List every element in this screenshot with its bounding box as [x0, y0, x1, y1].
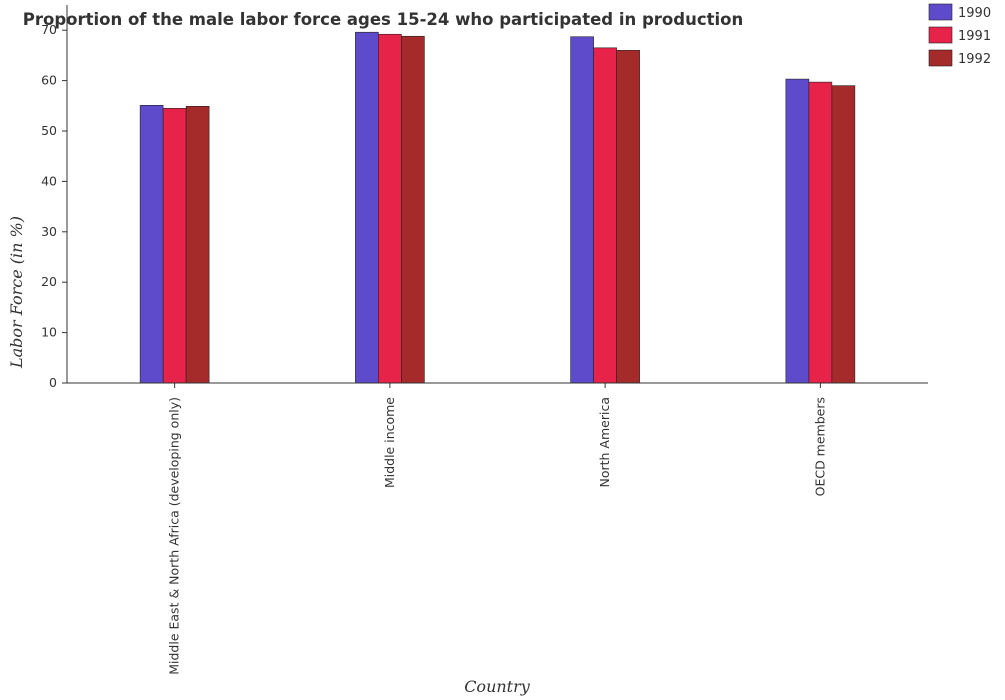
y-tick-label: 70 [41, 22, 57, 37]
bar-1990 [355, 31, 379, 384]
legend-swatch-1991 [928, 26, 953, 44]
bar-1990 [139, 104, 164, 384]
bar-1992 [401, 35, 425, 384]
legend-swatch-1990 [928, 3, 953, 21]
x-axis: Middle East & North Africa (developing o… [67, 382, 928, 675]
x-tick-label: Middle East & North Africa (developing o… [167, 397, 182, 675]
y-tick-label: 40 [41, 173, 57, 188]
y-axis-label: Labor Force (in %) [7, 216, 26, 369]
bar-1992 [831, 85, 856, 384]
legend-label-1991: 1991 [958, 29, 991, 44]
bar-1990 [785, 78, 810, 384]
x-axis-label: Country [464, 677, 531, 696]
bar-1991 [378, 33, 402, 384]
legend-label-1990: 1990 [958, 6, 991, 21]
legend-label-1992: 1992 [958, 52, 991, 67]
y-axis: 0 10 20 30 40 50 60 70 [41, 5, 68, 390]
bar-1992 [616, 50, 640, 384]
y-tick-label: 50 [41, 123, 57, 138]
legend-swatch-1992 [928, 49, 953, 67]
bar-1990 [570, 36, 594, 384]
bar-1991 [593, 47, 617, 384]
x-tick-label: North America [597, 397, 612, 488]
x-tick-label: Middle income [382, 397, 397, 488]
y-tick-label: 10 [41, 325, 57, 340]
legend: 1990 1991 1992 [928, 3, 991, 67]
x-tick-label: OECD members [812, 397, 827, 496]
bar-1992 [185, 106, 210, 384]
y-tick-label: 20 [41, 274, 57, 289]
chart-title: Proportion of the male labor force ages … [23, 10, 743, 29]
bar-1991 [808, 81, 833, 384]
plot-area [139, 31, 856, 384]
y-tick-label: 30 [41, 224, 57, 239]
bar-1991 [162, 108, 187, 384]
y-tick-label: 0 [49, 375, 57, 390]
y-tick-label: 60 [41, 73, 57, 88]
